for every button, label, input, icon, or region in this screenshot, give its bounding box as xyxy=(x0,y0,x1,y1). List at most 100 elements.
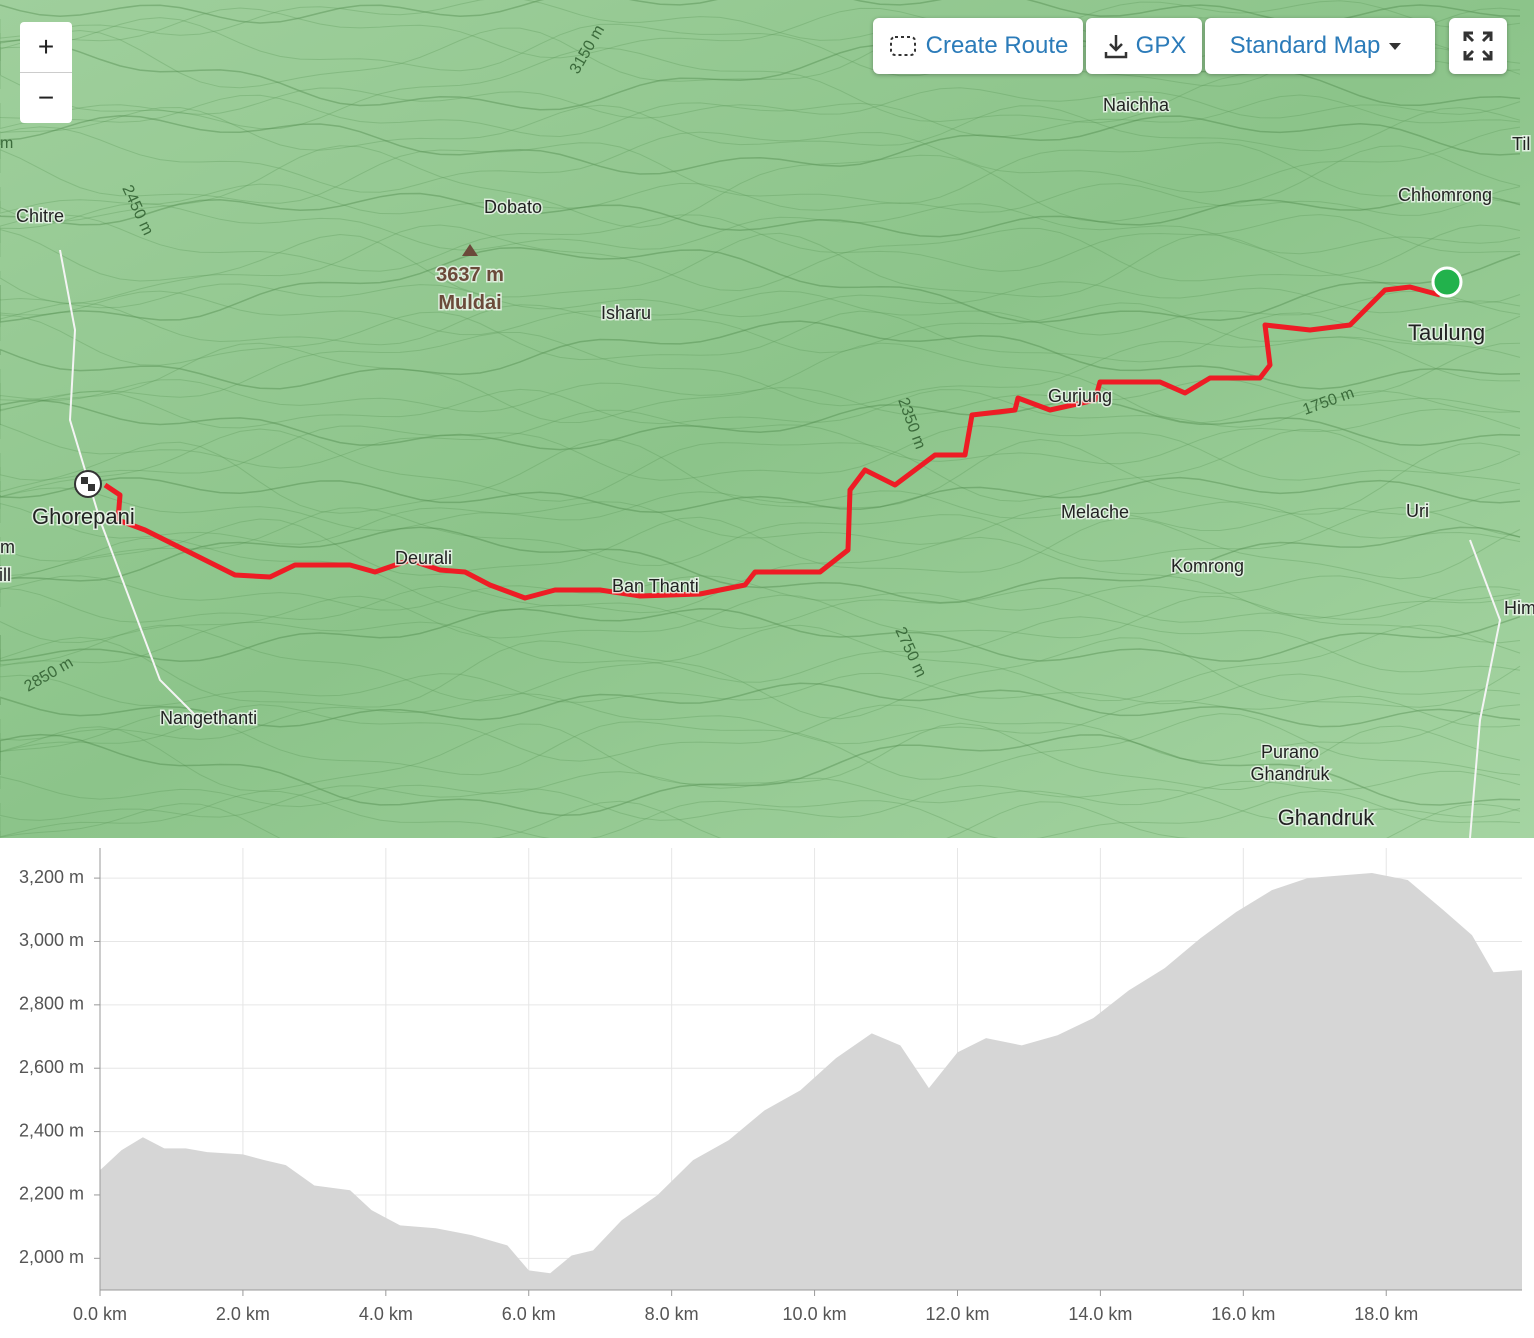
contour-line xyxy=(0,575,1521,611)
contour-line xyxy=(0,704,1521,762)
contour-line xyxy=(0,320,1521,390)
contour-line xyxy=(0,115,1521,175)
place-label: Purano xyxy=(1261,742,1319,762)
contour-line xyxy=(0,800,1521,838)
contour-line xyxy=(0,310,1521,366)
y-tick-label: 2,800 m xyxy=(19,994,84,1014)
y-tick-label: 2,600 m xyxy=(19,1057,84,1077)
place-label: Nangethanti xyxy=(160,708,257,728)
place-label: Him xyxy=(1504,598,1534,618)
x-tick-label: 2.0 km xyxy=(216,1304,270,1324)
contour-label: m xyxy=(0,135,13,152)
contours xyxy=(0,0,1521,838)
contour-line xyxy=(0,26,1521,89)
contour-line xyxy=(0,126,1521,194)
contour-line xyxy=(0,790,1521,838)
finish-check xyxy=(88,484,95,491)
download-icon xyxy=(1104,35,1127,59)
contour-line xyxy=(0,692,1521,745)
zoom-out[interactable]: − xyxy=(20,73,72,123)
finish-check xyxy=(81,477,88,484)
place-label: Ghandruk xyxy=(1278,805,1376,830)
contour-line xyxy=(0,516,1521,581)
map-panel: Chitre Dobato 3637 m Muldai Isharu Naich… xyxy=(0,0,1534,838)
place-label: Isharu xyxy=(601,303,651,323)
fullscreen-button[interactable] xyxy=(1449,18,1507,74)
contour-line xyxy=(0,224,1521,292)
contour-line xyxy=(0,145,1521,228)
x-tick-label: 16.0 km xyxy=(1211,1304,1275,1324)
peak-name: Muldai xyxy=(438,292,501,314)
contour-line xyxy=(0,192,1521,238)
button-label: Create Route xyxy=(925,32,1069,59)
place-label: Ghandruk xyxy=(1250,764,1330,784)
contour-line xyxy=(0,428,1521,502)
x-tick-label: 8.0 km xyxy=(645,1304,699,1324)
contour-line xyxy=(0,784,1521,821)
contour-line xyxy=(0,378,1521,415)
contour-line xyxy=(0,281,1521,318)
place-label: m xyxy=(0,537,15,557)
contour-line xyxy=(0,616,1521,683)
contour-line xyxy=(0,214,1520,272)
place-label: Komrong xyxy=(1171,556,1244,576)
place-label: Gurjung xyxy=(1048,386,1112,406)
place-label: Dobato xyxy=(484,197,542,217)
contour-line xyxy=(0,408,1521,469)
contour-line xyxy=(0,712,1521,780)
place-label: Ban Thanti xyxy=(612,576,699,596)
x-tick-label: 18.0 km xyxy=(1354,1304,1418,1324)
contour-line xyxy=(0,87,1521,119)
contour-line xyxy=(0,94,1521,138)
zoom-in[interactable]: + xyxy=(20,22,72,73)
x-tick-label: 0.0 km xyxy=(73,1304,127,1324)
x-tick-label: 4.0 km xyxy=(359,1304,413,1324)
elevation-chart: 2,000 m 2,200 m 2,400 m 2,600 m 2,800 m 3,000… xyxy=(0,838,1534,1338)
contour-line xyxy=(0,0,1521,41)
contour-line xyxy=(0,722,1521,792)
contour-line xyxy=(0,608,1521,663)
fullscreen-icon xyxy=(1463,31,1493,61)
contour-line xyxy=(0,302,1521,354)
y-tick-label: 2,400 m xyxy=(19,1120,84,1140)
y-tick-label: 2,000 m xyxy=(19,1247,84,1267)
place-label: Taulung xyxy=(1408,320,1485,345)
gpx-button[interactable]: GPX xyxy=(1086,18,1202,74)
contour-line xyxy=(0,672,1521,706)
contour-line xyxy=(0,290,1521,336)
terrain xyxy=(0,0,1534,838)
dropdown-icon xyxy=(1389,43,1402,50)
contour-line xyxy=(0,487,1521,532)
map: Chitre Dobato 3637 m Muldai Isharu Naich… xyxy=(0,0,1534,838)
contour-line xyxy=(0,232,1521,304)
place-label: Naichha xyxy=(1103,95,1170,115)
contour-line xyxy=(0,247,1521,324)
contour-line xyxy=(0,438,1521,515)
contour-line xyxy=(0,476,1521,513)
place-label: Uri xyxy=(1406,501,1429,521)
place-label: Til xyxy=(1512,134,1530,154)
map-style-button[interactable]: Standard Map xyxy=(1205,18,1435,74)
route xyxy=(103,284,1441,601)
contour-line xyxy=(0,585,1521,630)
button-label: GPX xyxy=(1135,32,1187,59)
contour-line xyxy=(0,0,1521,24)
contour-line xyxy=(0,388,1521,429)
route-icon xyxy=(889,36,916,56)
x-tick-label: 10.0 km xyxy=(783,1304,847,1324)
x-tick-label: 6.0 km xyxy=(502,1304,556,1324)
river xyxy=(59,249,1502,838)
x-tick-label: 12.0 km xyxy=(925,1304,989,1324)
contour-line xyxy=(0,202,1521,255)
peak-icon xyxy=(462,244,478,256)
y-tick-label: 2,200 m xyxy=(19,1184,84,1204)
contour-line xyxy=(0,182,1521,216)
contour-line xyxy=(0,594,1521,644)
contour-line xyxy=(0,501,1521,545)
route-start xyxy=(1431,266,1463,298)
create-route-button[interactable]: Create Route xyxy=(873,18,1083,74)
contour-line xyxy=(0,142,1521,205)
contour-line xyxy=(0,425,1521,481)
contour-line xyxy=(0,399,1521,451)
